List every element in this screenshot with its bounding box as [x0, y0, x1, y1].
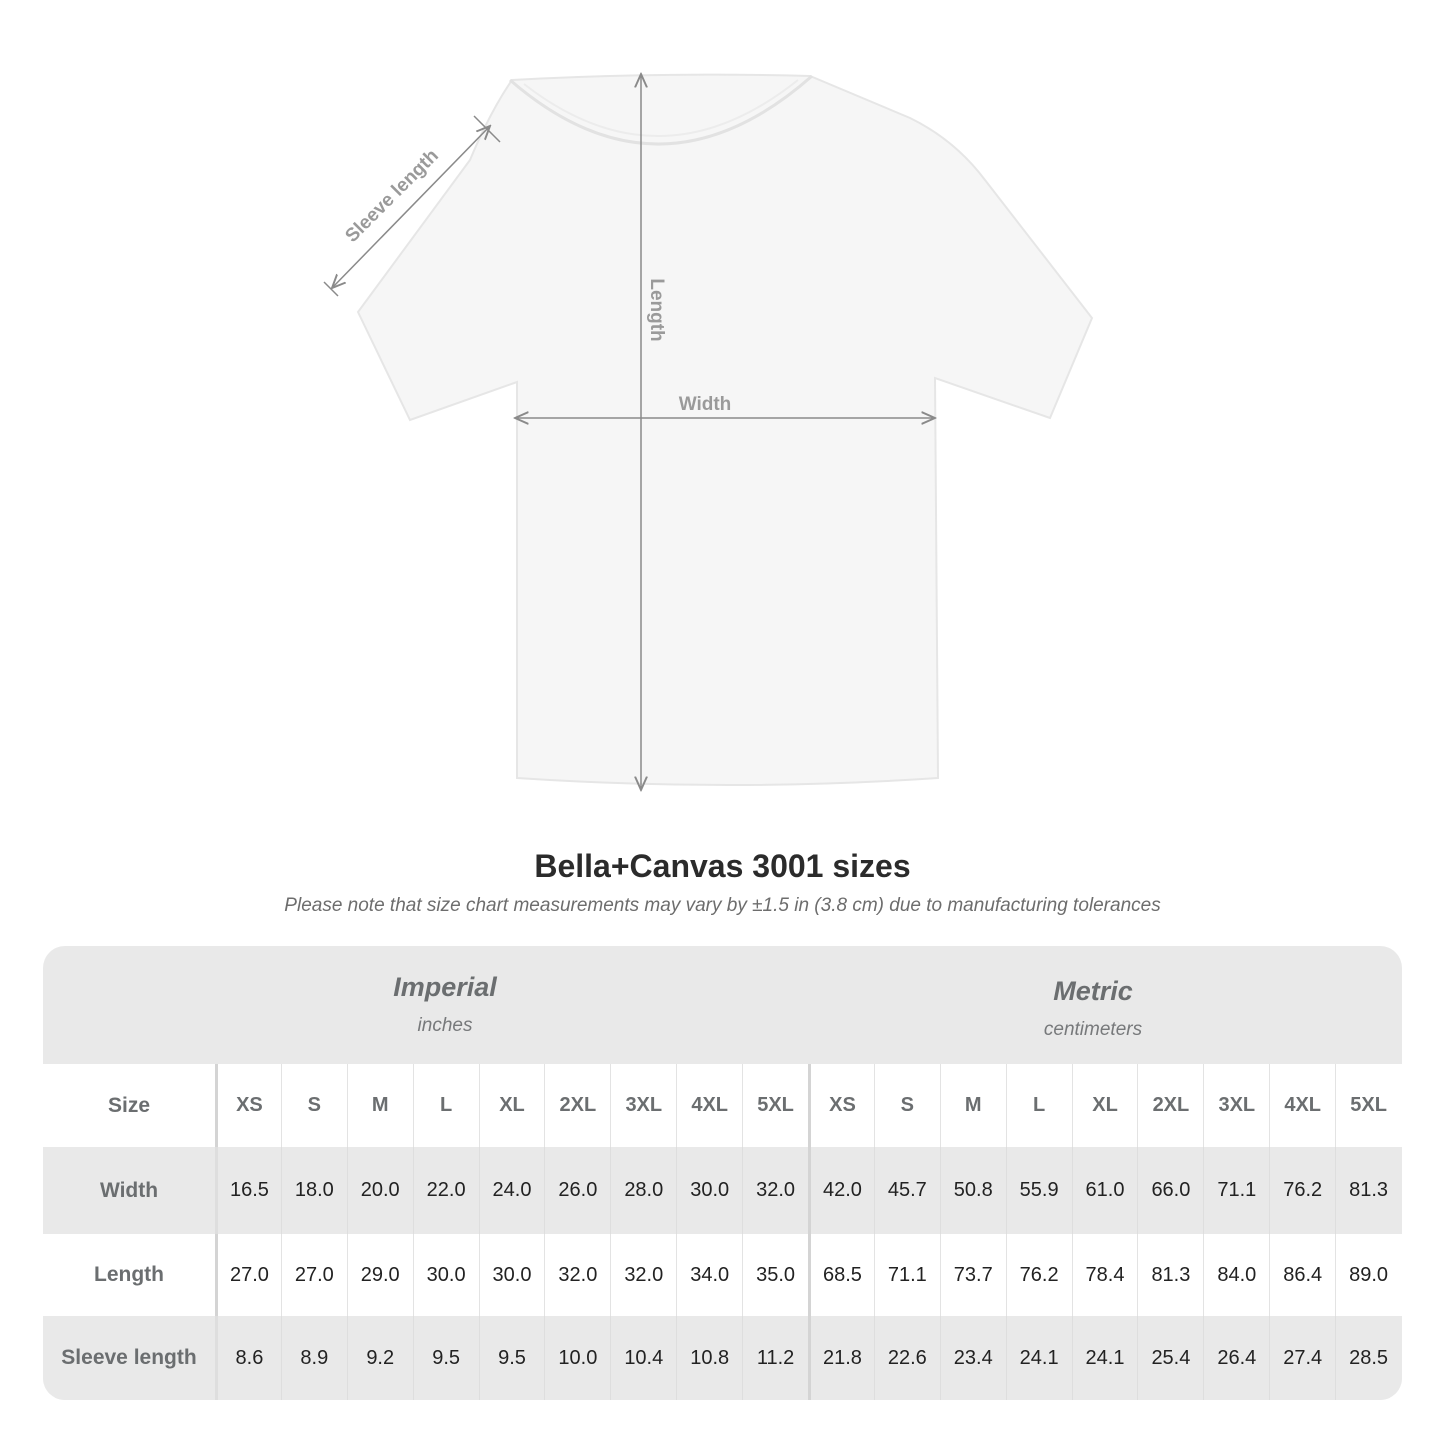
value-cell-imperial: 9.5 [412, 1316, 479, 1400]
row-label: Sleeve length [61, 1346, 197, 1369]
value-cell-metric: 28.5 [1335, 1316, 1401, 1400]
size-header-metric: XL [1071, 1064, 1138, 1147]
metric-header: Metric centimeters [1043, 976, 1143, 1040]
value-cell-metric: 68.5 [808, 1234, 874, 1316]
size-header-metric: 5XL [1335, 1064, 1401, 1147]
value-cell-metric: 76.2 [1269, 1147, 1335, 1234]
value-cell-metric: 86.4 [1269, 1234, 1335, 1316]
sleeve-length-arrow [332, 126, 490, 288]
value-cell-imperial: 29.0 [346, 1234, 413, 1316]
row-label: Width [99, 1178, 159, 1202]
tshirt-shape [356, 73, 1094, 786]
size-header-metric: M [939, 1064, 1006, 1147]
value-cell-metric: 81.3 [1335, 1147, 1401, 1234]
size-header-imperial: XL [478, 1064, 545, 1147]
value-cell-metric: 21.8 [808, 1316, 874, 1400]
size-header-metric: 2XL [1137, 1064, 1203, 1147]
size-header-metric: 4XL [1269, 1064, 1335, 1147]
value-cell-imperial: 10.4 [610, 1316, 676, 1400]
size-header-imperial: M [346, 1064, 413, 1147]
value-cell-imperial: 32.0 [610, 1234, 676, 1316]
size-header-metric: S [873, 1064, 940, 1147]
value-cell-imperial: 27.0 [215, 1234, 281, 1316]
value-cell-imperial: 32.0 [742, 1147, 808, 1234]
value-cell-imperial: 9.5 [478, 1316, 545, 1400]
value-cell-metric: 45.7 [873, 1147, 940, 1234]
value-cell-imperial: 8.9 [280, 1316, 347, 1400]
value-cell-metric: 50.8 [939, 1147, 1006, 1234]
row-label: Size [107, 1093, 151, 1117]
value-cell-imperial: 20.0 [346, 1147, 413, 1234]
value-cell-imperial: 32.0 [544, 1234, 610, 1316]
value-cell-imperial: 10.8 [676, 1316, 742, 1400]
value-cell-metric: 84.0 [1203, 1234, 1269, 1316]
value-cell-imperial: 30.0 [412, 1234, 479, 1316]
size-header-imperial: XS [215, 1064, 281, 1147]
size-header-imperial: 5XL [742, 1064, 808, 1147]
value-cell-imperial: 26.0 [544, 1147, 610, 1234]
value-cell-imperial: 11.2 [742, 1316, 808, 1400]
value-cell-imperial: 10.0 [544, 1316, 610, 1400]
value-cell-imperial: 8.6 [215, 1316, 281, 1400]
value-cell-metric: 73.7 [939, 1234, 1006, 1316]
value-cell-imperial: 16.5 [215, 1147, 281, 1234]
value-cell-imperial: 35.0 [742, 1234, 808, 1316]
value-cell-metric: 23.4 [939, 1316, 1006, 1400]
value-cell-metric: 42.0 [808, 1147, 874, 1234]
value-cell-imperial: 18.0 [280, 1147, 347, 1234]
value-cell-metric: 24.1 [1005, 1316, 1072, 1400]
value-cell-metric: 25.4 [1137, 1316, 1203, 1400]
value-cell-imperial: 30.0 [676, 1147, 742, 1234]
value-cell-metric: 71.1 [873, 1234, 940, 1316]
value-cell-metric: 66.0 [1137, 1147, 1203, 1234]
value-cell-metric: 61.0 [1071, 1147, 1138, 1234]
row-label: Length [94, 1263, 164, 1286]
size-header-imperial: 3XL [610, 1064, 676, 1147]
value-cell-metric: 76.2 [1005, 1234, 1072, 1316]
size-table: Imperial inches Metric centimeters Size X… [43, 946, 1402, 1400]
value-cell-metric: 24.1 [1071, 1316, 1138, 1400]
size-header-metric: L [1005, 1064, 1072, 1147]
chart-title: Bella+Canvas 3001 sizes [534, 848, 911, 884]
value-cell-metric: 26.4 [1203, 1316, 1269, 1400]
value-cell-imperial: 22.0 [412, 1147, 479, 1234]
tshirt-diagram: Sleeve length Length Width [323, 0, 1094, 830]
length-label: Length [646, 278, 667, 341]
value-cell-imperial: 9.2 [346, 1316, 413, 1400]
imperial-header: Imperial inches [393, 972, 497, 1036]
width-label: Width [679, 394, 732, 415]
value-cell-metric: 78.4 [1071, 1234, 1138, 1316]
value-cell-metric: 71.1 [1203, 1147, 1269, 1234]
table-row-width: Width 16.5 18.0 20.0 22.0 24.0 26.0 28.0 30.0 32.… [43, 1147, 1402, 1234]
size-header-metric: XS [808, 1064, 874, 1147]
size-header-metric: 3XL [1203, 1064, 1269, 1147]
table-row-sleeve-length: Sleeve length 8.6 8.9 9.2 9.5 9.5 10.0 10.4 10.8… [43, 1316, 1402, 1400]
table-row-length: Length 27.0 27.0 29.0 30.0 30.0 32.0 32.0 34.0 35… [43, 1234, 1402, 1316]
value-cell-metric: 22.6 [873, 1316, 940, 1400]
value-cell-imperial: 34.0 [676, 1234, 742, 1316]
value-cell-imperial: 28.0 [610, 1147, 676, 1234]
size-header-imperial: S [280, 1064, 347, 1147]
size-header-imperial: 4XL [676, 1064, 742, 1147]
value-cell-imperial: 30.0 [478, 1234, 545, 1316]
size-header-row: Size XS S M L XL 2XL 3XL 4XL 5XL XS S M L XL 2XL 3XL 4XL 5… [43, 1064, 1402, 1147]
value-cell-imperial: 24.0 [478, 1147, 545, 1234]
value-cell-metric: 27.4 [1269, 1316, 1335, 1400]
value-cell-metric: 55.9 [1005, 1147, 1072, 1234]
value-cell-imperial: 27.0 [280, 1234, 347, 1316]
collar [509, 74, 813, 146]
size-header-imperial: L [412, 1064, 479, 1147]
tolerance-note: Please note that size chart measurements… [284, 895, 1161, 916]
size-header-imperial: 2XL [544, 1064, 610, 1147]
value-cell-metric: 81.3 [1137, 1234, 1203, 1316]
value-cell-metric: 89.0 [1335, 1234, 1401, 1316]
